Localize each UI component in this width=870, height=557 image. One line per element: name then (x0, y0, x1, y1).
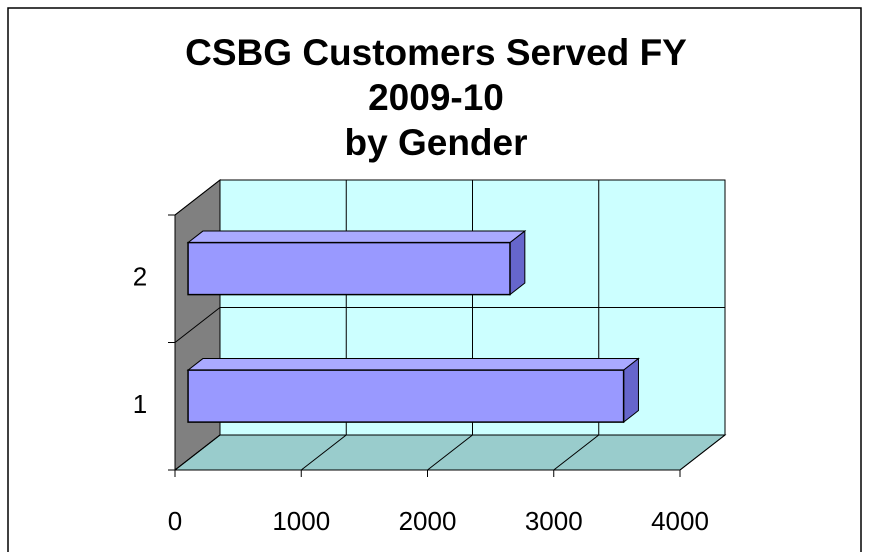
x-tick-label: 0 (168, 506, 182, 536)
bar (187, 369, 625, 423)
x-tick-label: 3000 (525, 506, 583, 536)
chart-title: CSBG Customers Served FY (185, 32, 687, 73)
grid-line (174, 434, 221, 471)
grid-line (300, 434, 347, 471)
grid-line (427, 434, 473, 471)
chart-title: 2009-10 (368, 77, 504, 118)
bar-top (186, 230, 527, 244)
chart-title: by Gender (345, 122, 528, 163)
grid-line (679, 434, 726, 471)
x-tick-label: 2000 (399, 506, 457, 536)
x-tick-label: 4000 (651, 506, 709, 536)
bar-side (623, 357, 639, 424)
x-tick-label: 1000 (272, 506, 330, 536)
bar-side (509, 230, 526, 296)
bar (187, 241, 511, 296)
y-tick-label: 2 (133, 262, 147, 292)
bar-top (186, 358, 640, 371)
grid-line (553, 434, 600, 471)
category-divider (174, 307, 221, 343)
category-divider (174, 179, 221, 216)
y-tick-label: 1 (133, 389, 147, 419)
